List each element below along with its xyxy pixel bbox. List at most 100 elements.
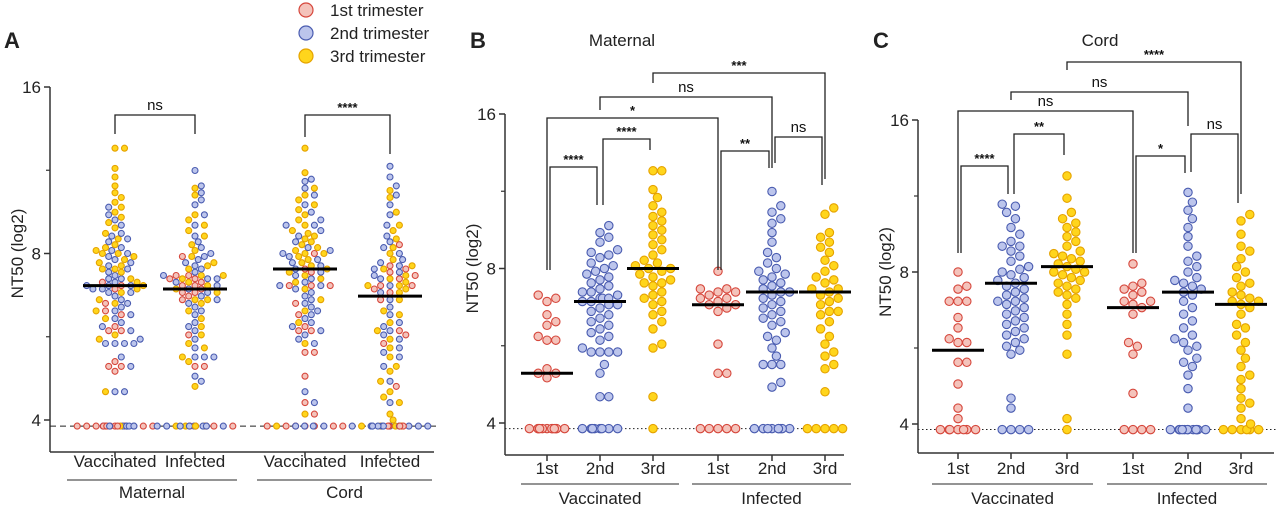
data-point: [1193, 342, 1201, 350]
data-point: [106, 363, 112, 369]
data-point: [1129, 282, 1137, 290]
data-point: [201, 345, 207, 351]
data-point: [768, 228, 776, 236]
data-point: [118, 276, 124, 282]
data-point: [821, 340, 829, 348]
data-point: [387, 251, 393, 257]
data-point: [1232, 262, 1240, 270]
data-point: [1237, 291, 1245, 299]
data-point: [596, 325, 604, 333]
data-point: [640, 294, 648, 302]
data-point: [759, 276, 767, 284]
significance-bracket: ns: [1191, 116, 1238, 203]
data-point: [396, 354, 402, 360]
data-point: [106, 239, 112, 245]
data-point: [1184, 371, 1192, 379]
data-point: [183, 260, 189, 266]
data-point: [192, 373, 198, 379]
data-point: [1072, 228, 1080, 236]
data-point: [1219, 425, 1227, 433]
data-point: [1193, 273, 1201, 281]
data-point: [308, 283, 314, 289]
data-point: [96, 297, 102, 303]
data-point: [308, 290, 314, 296]
data-point: [381, 332, 387, 338]
significance-label: ****: [337, 100, 358, 115]
y-tick-label: 16: [890, 111, 909, 130]
data-point: [118, 222, 124, 228]
data-point: [649, 344, 657, 352]
data-point: [587, 259, 595, 267]
data-point: [1232, 331, 1240, 339]
data-point: [381, 266, 387, 272]
data-point: [777, 215, 785, 223]
data-point: [118, 290, 124, 296]
data-point: [286, 254, 292, 260]
panel-B: B Maternal4816NT50 (log2)1st 2nd 3rd 1st 2nd 3…: [463, 28, 851, 508]
data-point: [128, 260, 134, 266]
data-point: [1129, 350, 1137, 358]
data-point: [605, 221, 613, 229]
data-point: [550, 424, 558, 432]
data-point: [658, 279, 666, 287]
data-point: [825, 228, 833, 236]
data-point: [220, 423, 226, 429]
data-point: [1120, 425, 1128, 433]
x-tick-label: 1st: [707, 459, 730, 478]
data-point: [723, 285, 731, 293]
data-point: [759, 314, 767, 322]
data-point: [821, 365, 829, 373]
group-infected-3rd: [799, 204, 851, 433]
data-point: [118, 304, 124, 310]
data-point: [658, 307, 666, 315]
data-point: [106, 290, 112, 296]
data-point: [591, 267, 599, 275]
data-point: [1063, 350, 1071, 358]
data-point: [118, 354, 124, 360]
data-point: [649, 282, 657, 290]
data-point: [393, 383, 399, 389]
data-point: [1011, 215, 1019, 223]
data-point: [140, 423, 146, 429]
data-point: [396, 242, 402, 248]
data-point: [201, 254, 207, 260]
data-point: [390, 257, 396, 263]
data-point: [821, 424, 829, 432]
data-point: [1050, 249, 1058, 257]
data-point: [834, 307, 842, 315]
data-point: [195, 239, 201, 245]
data-point: [587, 248, 595, 256]
data-point: [381, 349, 387, 355]
data-point: [302, 411, 308, 417]
data-point: [649, 231, 657, 239]
data-point: [1193, 252, 1201, 260]
data-point: [99, 251, 105, 257]
data-point: [293, 239, 299, 245]
data-point: [1179, 279, 1187, 287]
data-point: [605, 332, 613, 340]
significance-bracket: ns: [775, 119, 822, 185]
data-point: [1237, 310, 1245, 318]
data-point: [1237, 414, 1245, 422]
data-point: [1237, 255, 1245, 263]
data-point: [1246, 371, 1254, 379]
significance-label: ***: [731, 58, 747, 73]
data-point: [1016, 346, 1024, 354]
data-point: [830, 262, 838, 270]
data-point: [289, 228, 295, 234]
data-point: [596, 238, 604, 246]
data-point: [812, 273, 820, 281]
data-point: [112, 300, 118, 306]
data-point: [112, 266, 118, 272]
legend: 1st trimester2nd trimester3rd trimester: [299, 1, 430, 66]
data-point: [198, 332, 204, 338]
data-point: [723, 294, 731, 302]
data-point: [696, 294, 704, 302]
data-point: [1129, 389, 1137, 397]
data-point: [125, 251, 131, 257]
data-point: [959, 425, 967, 433]
data-point: [1067, 208, 1075, 216]
data-point: [128, 363, 134, 369]
data-point: [425, 423, 431, 429]
data-point: [387, 368, 393, 374]
